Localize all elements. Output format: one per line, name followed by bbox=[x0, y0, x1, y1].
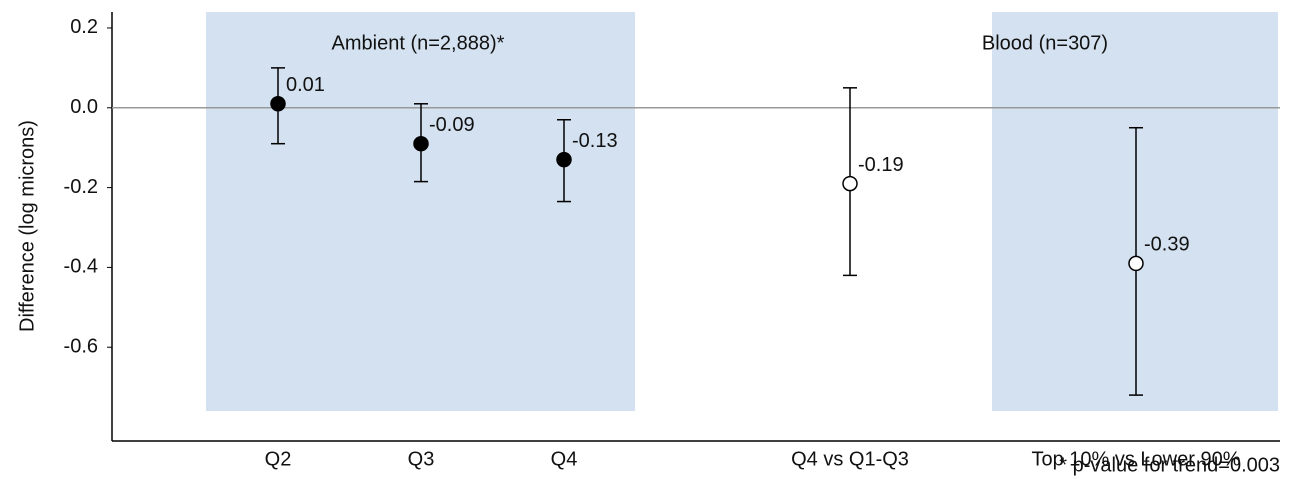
y-tick-label: 0.0 bbox=[70, 96, 98, 118]
point bbox=[1128, 255, 1144, 272]
value-label: -0.09 bbox=[429, 114, 475, 136]
panel-label: Blood (n=307) bbox=[982, 32, 1108, 54]
y-axis-label: Difference (log microns) bbox=[16, 120, 38, 332]
x-tick-label: Q4 bbox=[551, 448, 578, 470]
value-label: -0.19 bbox=[858, 154, 904, 176]
blood-panel bbox=[992, 12, 1278, 411]
y-tick-label: -0.6 bbox=[64, 335, 98, 357]
value-label: -0.13 bbox=[572, 130, 618, 152]
point bbox=[842, 175, 858, 192]
point bbox=[556, 151, 572, 168]
x-tick-label: Q2 bbox=[265, 448, 292, 470]
y-tick-label: -0.4 bbox=[64, 256, 98, 278]
footnote: * p-value for trend=0.003 bbox=[1059, 454, 1280, 476]
point bbox=[270, 96, 286, 112]
panel-label: Ambient (n=2,888)* bbox=[332, 32, 505, 54]
value-label: -0.39 bbox=[1144, 234, 1190, 256]
y-tick-label: -0.2 bbox=[64, 176, 98, 198]
y-tick-label: 0.2 bbox=[70, 16, 98, 38]
ambient-panel bbox=[206, 12, 635, 411]
x-tick-label: Q3 bbox=[408, 448, 435, 470]
x-tick-label: Top 10% vs Lower 90% bbox=[1031, 448, 1240, 470]
x-tick-label: Q4 vs Q1-Q3 bbox=[791, 448, 909, 470]
point bbox=[413, 135, 429, 152]
value-label: 0.01 bbox=[286, 74, 325, 96]
